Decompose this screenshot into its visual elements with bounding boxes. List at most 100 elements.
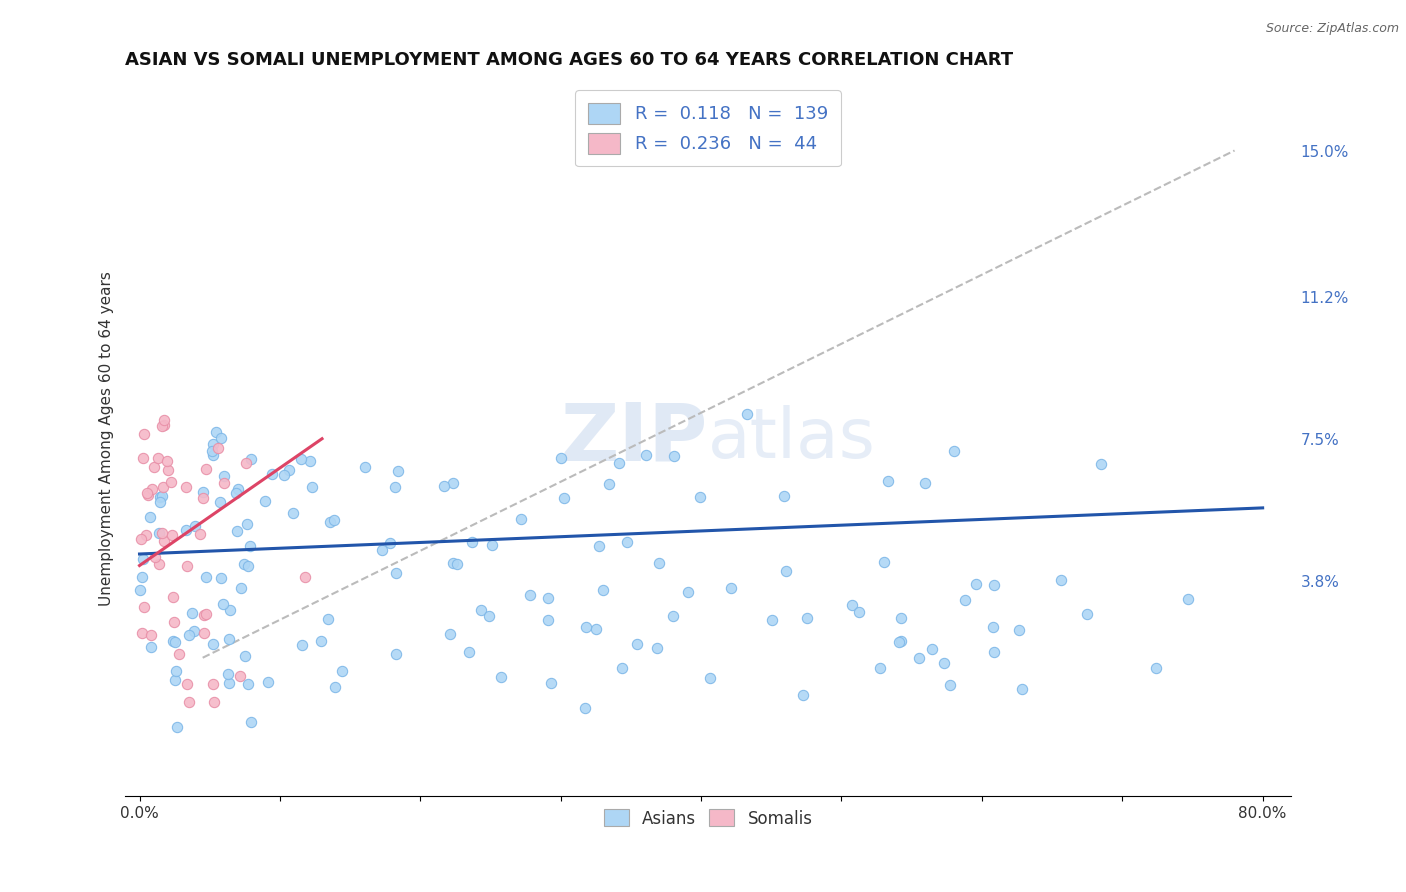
Point [1011,682,1033,697]
Point [353,459,375,474]
Point [131,552,153,566]
Point [209,571,232,585]
Point [188,527,211,541]
Point [536,613,558,627]
Point [316,612,339,626]
Point [319,515,342,529]
Point [135,485,157,500]
Point [152,533,174,548]
Point [150,526,173,541]
Point [277,463,299,477]
Point [212,476,235,491]
Point [699,671,721,685]
Point [160,475,183,489]
Point [441,556,464,570]
Point [233,649,256,664]
Point [939,678,962,692]
Point [446,558,468,572]
Point [142,459,165,474]
Point [489,670,512,684]
Text: Source: ZipAtlas.com: Source: ZipAtlas.com [1265,22,1399,36]
Point [229,669,252,683]
Point [136,488,159,502]
Point [202,448,225,462]
Point [202,695,225,709]
Point [166,720,188,734]
Point [848,605,870,619]
Point [146,450,169,465]
Point [616,535,638,549]
Point [371,543,394,558]
Point [890,634,912,648]
Point [131,626,153,640]
Point [163,635,186,649]
Point [299,454,322,468]
Point [1144,661,1167,675]
Point [156,454,179,468]
Point [662,608,685,623]
Point [195,462,218,476]
Point [193,485,215,500]
Point [720,581,742,595]
Point [131,570,153,584]
Point [260,467,283,482]
Point [322,513,344,527]
Point [291,638,314,652]
Point [152,489,174,503]
Point [162,590,184,604]
Point [211,431,233,445]
Point [226,483,249,497]
Point [153,413,176,427]
Point [212,598,235,612]
Text: atlas: atlas [709,405,876,472]
Point [592,582,614,597]
Point [239,539,262,553]
Point [129,532,152,546]
Point [478,608,501,623]
Point [887,634,910,648]
Point [207,441,229,455]
Point [796,610,818,624]
Point [163,673,186,688]
Point [385,566,408,581]
Point [890,611,912,625]
Point [841,598,863,612]
Point [290,452,312,467]
Point [598,477,620,491]
Point [209,495,232,509]
Point [510,512,533,526]
Point [257,674,280,689]
Point [330,664,353,678]
Point [439,627,461,641]
Point [550,451,572,466]
Point [294,570,316,584]
Point [218,632,240,647]
Point [193,626,215,640]
Text: ASIAN VS SOMALI UNEMPLOYMENT AMONG AGES 60 TO 64 YEARS CORRELATION CHART: ASIAN VS SOMALI UNEMPLOYMENT AMONG AGES … [125,51,1014,69]
Point [176,558,198,573]
Point [273,468,295,483]
Point [585,622,607,636]
Text: ZIP: ZIP [561,400,709,478]
Point [226,524,249,538]
Point [983,645,1005,659]
Point [148,557,170,571]
Point [169,648,191,662]
Point [163,615,186,630]
Point [193,608,215,623]
Point [181,607,204,621]
Point [174,523,197,537]
Point [131,451,153,466]
Point [148,525,170,540]
Point [219,603,242,617]
Point [194,607,217,622]
Point [236,517,259,532]
Point [869,660,891,674]
Point [204,425,226,439]
Point [792,688,814,702]
Point [907,651,929,665]
Point [174,480,197,494]
Point [536,591,558,606]
Y-axis label: Unemployment Among Ages 60 to 64 years: Unemployment Among Ages 60 to 64 years [100,271,114,607]
Point [191,491,214,506]
